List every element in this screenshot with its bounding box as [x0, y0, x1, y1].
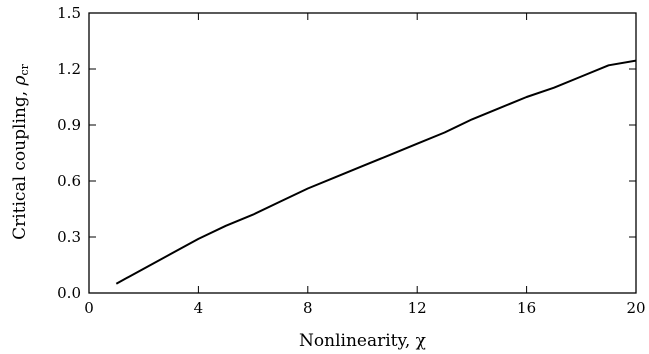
- y-axis-label-subscript: cr: [18, 63, 31, 75]
- x-tick-label: 16: [517, 299, 536, 317]
- x-axis-ticks: 0 4 8 12 16 20: [84, 13, 646, 317]
- x-tick-label: 20: [626, 299, 645, 317]
- y-tick-label: 0.0: [57, 284, 81, 302]
- series-line: [115, 59, 637, 285]
- y-tick-label: 0.6: [57, 172, 81, 190]
- plot-frame: [88, 12, 637, 294]
- y-tick-label: 1.2: [57, 60, 81, 78]
- y-tick-label: 0.3: [57, 228, 81, 246]
- x-tick-label: 8: [303, 299, 313, 317]
- x-tick-label: 4: [194, 299, 204, 317]
- x-tick-label: 12: [408, 299, 427, 317]
- x-axis-label: Nonlinearity, χ: [299, 331, 426, 351]
- y-axis-ticks: 0.0 0.3 0.6 0.9 1.2 1.5: [57, 4, 636, 302]
- x-tick-label: 0: [84, 299, 94, 317]
- y-axis-label: Critical coupling, ρcr: [10, 63, 31, 240]
- y-tick-label: 1.5: [57, 4, 81, 22]
- y-axis-label-symbol: ρ: [10, 75, 30, 86]
- y-tick-label: 0.9: [57, 116, 81, 134]
- y-axis-label-text: Critical coupling,: [10, 85, 30, 239]
